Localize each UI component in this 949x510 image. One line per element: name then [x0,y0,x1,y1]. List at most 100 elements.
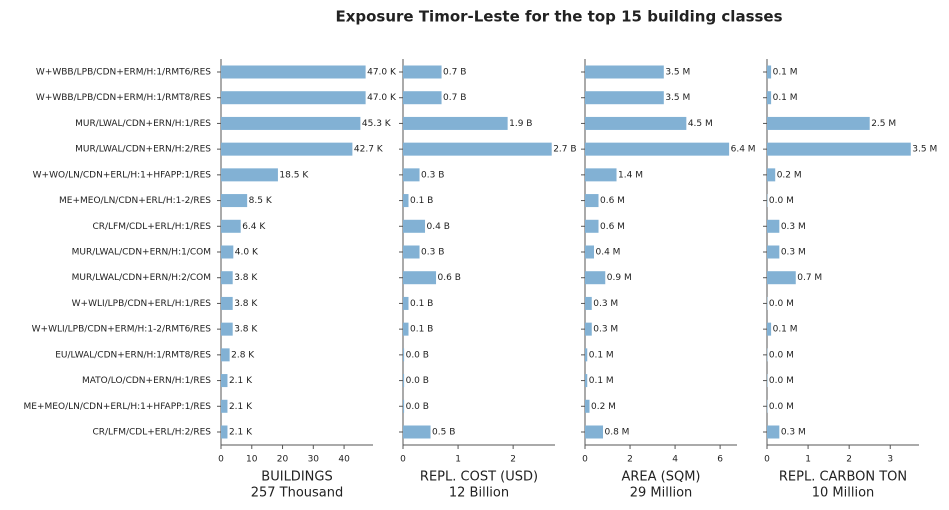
value-label: 0.0 M [769,376,794,386]
bar [221,348,230,362]
y-tick-label: ME+MEO/LN/CDN+ERL/H:1-2/RES [59,196,211,206]
bar [221,194,248,208]
value-label: 45.3 K [362,119,392,129]
value-label: 0.1 M [773,93,798,103]
value-label: 0.1 M [589,350,614,360]
x-tick-label: 40 [338,455,350,465]
value-label: 0.2 M [777,170,802,180]
bar [585,374,588,388]
bar [767,142,911,156]
bar [767,245,780,259]
value-label: 8.5 K [249,196,273,206]
bar [403,245,420,259]
x-tick-label: 2 [510,455,516,465]
bar [403,219,426,233]
bar [403,425,431,439]
bar [221,399,228,413]
value-label: 0.3 M [781,222,806,232]
bar [585,399,590,413]
bar [403,194,409,208]
value-label: 0.1 B [410,325,433,335]
value-label: 0.4 B [427,222,450,232]
value-label: 0.0 M [769,196,794,206]
bar [767,116,870,130]
bar [221,425,228,439]
bar [221,168,278,182]
x-tick-label: 20 [277,455,289,465]
x-tick-label: 2 [627,455,633,465]
value-label: 18.5 K [279,170,309,180]
bar [403,322,409,336]
bar [585,142,730,156]
bar [767,425,780,439]
value-label: 0.1 B [410,196,433,206]
y-tick-label: MUR/LWAL/CDN+ERN/H:1/COM [72,248,211,258]
bar [767,168,776,182]
value-label: 3.8 K [234,325,258,335]
x-axis-total: 12 Billion [449,486,509,501]
value-label: 0.2 M [591,402,616,412]
value-label: 4.0 K [235,248,259,258]
value-label: 0.1 B [410,299,433,309]
y-tick-label: CR/LFM/CDL+ERL/H:2/RES [92,428,211,438]
bar [221,322,233,336]
bar [221,271,233,285]
value-label: 0.3 M [781,248,806,258]
x-axis-label: BUILDINGS [261,470,332,485]
y-tick-label: MUR/LWAL/CDN+ERN/H:2/COM [72,273,211,283]
value-label: 0.0 B [406,350,429,360]
x-axis-total: 29 Million [630,486,693,501]
bar [221,116,361,130]
x-axis-label: REPL. COST (USD) [420,470,538,485]
bar [585,296,592,310]
x-tick-label: 10 [246,455,258,465]
x-tick-label: 0 [400,455,406,465]
bar [585,219,599,233]
chart-title: Exposure Timor-Leste for the top 15 buil… [335,8,782,26]
y-tick-label: W+WLI/LPB/CDN+ERL/H:1/RES [72,299,212,309]
value-label: 3.5 M [665,68,690,78]
bar [403,91,442,105]
value-label: 0.6 M [600,222,625,232]
value-label: 0.1 M [589,376,614,386]
x-tick-label: 4 [672,455,678,465]
value-label: 3.8 K [234,273,258,283]
x-axis-label: REPL. CARBON TON [779,470,907,485]
bar [403,271,437,285]
x-tick-label: 30 [308,455,320,465]
bar [403,142,552,156]
x-tick-label: 1 [455,455,461,465]
value-label: 4.5 M [688,119,713,129]
value-label: 0.3 B [421,170,444,180]
value-label: 0.9 M [607,273,632,283]
bar [221,374,228,388]
bar [767,271,796,285]
value-label: 1.9 B [509,119,532,129]
x-axis-total: 10 Million [812,486,875,501]
value-label: 0.6 B [438,273,461,283]
value-label: 0.0 B [406,376,429,386]
bar [221,91,366,105]
value-label: 0.7 B [443,68,466,78]
bar [403,399,405,413]
y-tick-label: W+WBB/LPB/CDN+ERM/H:1/RMT8/RES [36,93,211,103]
x-tick-label: 0 [764,455,770,465]
value-label: 0.3 M [781,428,806,438]
bar [221,245,234,259]
value-label: 0.3 M [593,299,618,309]
value-label: 3.8 K [234,299,258,309]
value-label: 6.4 K [242,222,266,232]
bar [767,91,772,105]
value-label: 0.0 M [769,299,794,309]
x-axis-total: 257 Thousand [251,486,344,501]
y-tick-label: W+WLI/LPB/CDN+ERM/H:1-2/RMT6/RES [32,325,212,335]
value-label: 2.8 K [231,350,255,360]
x-tick-label: 6 [717,455,723,465]
y-tick-label: EU/LWAL/CDN+ERN/H:1/RMT8/RES [55,350,211,360]
bar [585,348,588,362]
value-label: 0.0 M [769,350,794,360]
bar [585,116,687,130]
bar [403,348,405,362]
bar [403,374,405,388]
